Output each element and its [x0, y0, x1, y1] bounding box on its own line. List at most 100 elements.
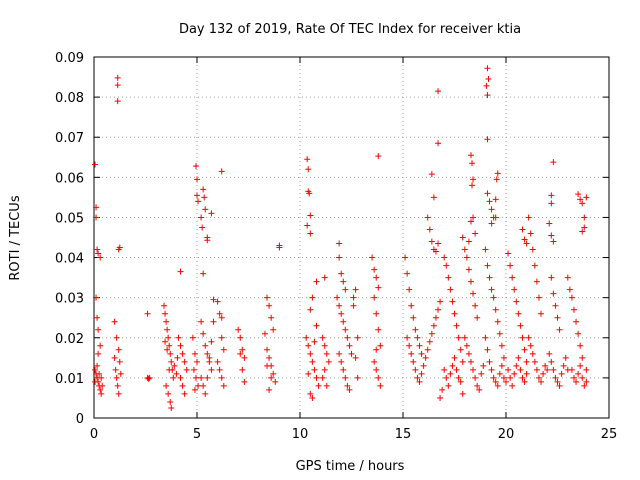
data-point — [457, 346, 464, 353]
data-point — [338, 310, 345, 317]
data-point — [414, 374, 421, 381]
data-point — [577, 362, 584, 369]
data-point — [430, 322, 437, 329]
data-point — [406, 286, 413, 293]
data-point — [201, 194, 208, 201]
data-point — [177, 374, 184, 381]
data-point — [540, 370, 547, 377]
data-point — [496, 330, 503, 337]
x-axis-label: GPS time / hours — [296, 459, 405, 474]
data-point — [112, 366, 119, 373]
data-point — [412, 326, 419, 333]
data-point — [270, 370, 277, 377]
y-tick-label: 0.03 — [55, 292, 84, 307]
data-point — [311, 366, 318, 373]
data-point — [276, 244, 283, 251]
data-point — [538, 310, 545, 317]
data-point — [579, 228, 586, 235]
data-point — [538, 378, 545, 385]
data-point — [498, 342, 505, 349]
data-point — [194, 176, 200, 183]
data-point — [451, 310, 458, 317]
y-tick-label: 0.02 — [55, 332, 84, 347]
data-point — [439, 386, 446, 393]
data-point — [167, 398, 174, 405]
data-point — [527, 230, 534, 237]
data-point — [164, 326, 171, 333]
data-point — [493, 176, 500, 183]
data-point — [492, 196, 499, 203]
data-point — [214, 358, 221, 365]
data-point — [340, 318, 347, 325]
data-point — [441, 254, 448, 261]
data-point — [114, 382, 121, 389]
data-point — [509, 382, 516, 389]
data-point — [513, 298, 520, 305]
data-point — [494, 382, 501, 389]
data-point — [523, 240, 530, 247]
data-point — [457, 378, 464, 385]
data-point — [200, 270, 207, 277]
data-point — [519, 334, 526, 341]
data-point — [92, 366, 99, 373]
data-point — [453, 322, 460, 329]
data-point — [470, 290, 477, 297]
data-point — [533, 366, 540, 373]
data-point — [550, 159, 557, 166]
data-point — [529, 246, 536, 253]
data-point — [95, 250, 102, 257]
data-point — [437, 394, 444, 401]
data-point — [449, 362, 456, 369]
data-point — [558, 370, 565, 377]
data-point — [220, 382, 227, 389]
data-point — [556, 326, 563, 333]
x-tick-label: 0 — [90, 427, 98, 442]
data-point — [445, 274, 452, 281]
data-point — [467, 152, 474, 159]
data-point — [214, 298, 221, 305]
data-point — [344, 382, 351, 389]
data-point — [459, 390, 466, 397]
data-point — [336, 302, 343, 309]
data-point — [546, 220, 553, 227]
data-point — [573, 378, 580, 385]
data-point — [338, 270, 345, 277]
data-point — [507, 374, 514, 381]
data-point — [435, 240, 442, 247]
data-point — [218, 334, 225, 341]
data-point — [168, 404, 175, 411]
data-point — [239, 346, 246, 353]
data-point — [490, 294, 497, 301]
data-point — [307, 212, 314, 219]
data-point — [94, 246, 101, 253]
data-point — [494, 170, 501, 177]
y-axis-label: ROTI / TECUs — [8, 195, 23, 280]
data-point — [342, 326, 349, 333]
data-point — [463, 342, 470, 349]
data-point — [505, 250, 512, 257]
y-tick-label: 0.01 — [55, 372, 84, 387]
data-point — [404, 270, 411, 277]
data-point — [483, 82, 490, 89]
data-point — [200, 382, 207, 389]
data-point — [350, 302, 357, 309]
data-point — [354, 374, 361, 381]
data-point — [97, 342, 104, 349]
data-point — [470, 176, 477, 183]
data-point — [166, 342, 173, 349]
data-point — [264, 346, 271, 353]
data-point — [554, 314, 561, 321]
data-point — [546, 350, 553, 357]
data-point — [303, 334, 310, 341]
data-point — [208, 210, 215, 217]
data-point — [515, 354, 522, 361]
data-point — [441, 366, 448, 373]
data-point — [304, 156, 311, 163]
data-point — [428, 330, 435, 337]
data-point — [426, 226, 433, 233]
data-point — [114, 82, 121, 89]
data-point — [523, 370, 530, 377]
data-point — [426, 338, 433, 345]
data-point — [525, 334, 532, 341]
data-point — [435, 88, 442, 95]
